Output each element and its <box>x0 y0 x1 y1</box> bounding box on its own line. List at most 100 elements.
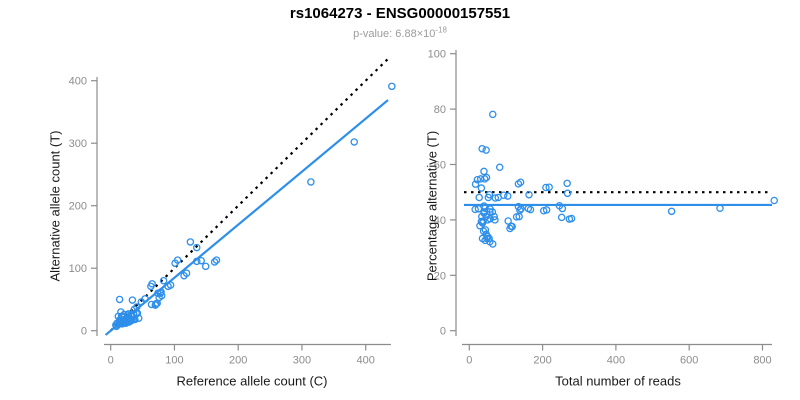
data-point <box>153 299 161 307</box>
data-point <box>164 282 172 291</box>
data-point <box>716 204 724 213</box>
data-point <box>201 262 210 271</box>
y-tick-label: 400 <box>69 76 87 88</box>
data-point <box>471 205 479 214</box>
data-point <box>517 205 525 213</box>
data-point <box>491 194 500 202</box>
data-point <box>480 208 489 216</box>
data-point <box>115 295 124 304</box>
data-point <box>148 280 156 288</box>
data-point <box>525 190 533 199</box>
data-point <box>131 315 139 324</box>
y-tick-label: 100 <box>428 49 446 61</box>
data-point <box>512 213 521 221</box>
data-point <box>558 204 567 213</box>
data-point <box>563 179 571 188</box>
figure-title: rs1064273 - ENSG00000157551 <box>289 5 511 22</box>
data-point <box>506 224 514 233</box>
data-point <box>482 146 490 154</box>
x-tick-label: 400 <box>357 355 375 367</box>
data-point <box>516 178 525 186</box>
data-point <box>480 175 489 183</box>
data-point <box>476 221 484 230</box>
data-point <box>182 269 191 277</box>
data-point <box>128 296 137 304</box>
y-tick-label: 20 <box>434 270 446 282</box>
left-plot-y-label: Alternative allele count (T) <box>47 130 63 282</box>
data-point <box>197 256 205 265</box>
data-point <box>157 291 166 300</box>
data-point <box>350 138 358 146</box>
data-point <box>770 196 778 205</box>
y-tick-label: 40 <box>434 215 446 227</box>
data-point <box>471 180 480 188</box>
data-point <box>489 110 497 119</box>
data-point <box>545 183 553 191</box>
data-point <box>193 257 201 266</box>
pvalue-text: p-value: 6.88×10-18 <box>353 25 447 40</box>
x-tick-label: 100 <box>165 355 183 367</box>
right-plot-x-label: Total number of reads <box>555 373 681 389</box>
x-tick-label: 200 <box>533 355 551 367</box>
x-tick-label: 200 <box>229 355 247 367</box>
data-point <box>186 238 195 246</box>
data-point <box>480 167 488 176</box>
x-tick-label: 600 <box>680 355 698 367</box>
x-tick-label: 300 <box>293 355 311 367</box>
x-tick-label: 0 <box>466 355 472 367</box>
data-point <box>478 144 486 153</box>
data-point <box>495 163 504 172</box>
figure-subtitle: p-value: 6.88×10-18 <box>0 25 800 40</box>
data-point <box>563 189 572 198</box>
x-tick-label: 400 <box>607 355 625 367</box>
x-tick-label: 800 <box>753 355 771 367</box>
data-point <box>482 173 491 182</box>
right-plot-y-label: Percentage alternative (T) <box>424 130 440 282</box>
data-point <box>542 183 550 192</box>
data-point <box>504 192 512 200</box>
data-point <box>515 212 523 221</box>
data-point <box>567 214 576 223</box>
data-point <box>494 193 503 202</box>
x-tick-label: 0 <box>108 355 114 367</box>
y-tick-label: 80 <box>434 104 446 116</box>
data-point <box>193 243 201 252</box>
expected-1to1-line <box>109 56 391 332</box>
data-point <box>473 175 482 184</box>
data-point <box>488 208 497 216</box>
data-point <box>151 301 160 309</box>
data-point <box>489 240 497 248</box>
data-point <box>210 258 219 266</box>
pvalue-exponent: -18 <box>435 25 447 34</box>
y-tick-label: 60 <box>434 160 446 172</box>
fitted-line <box>104 99 389 336</box>
data-point <box>134 314 143 322</box>
data-point <box>485 234 493 243</box>
data-point <box>508 222 516 231</box>
y-tick-label: 0 <box>81 326 87 338</box>
y-tick-label: 0 <box>440 326 446 338</box>
data-point <box>486 215 494 223</box>
left-plot-x-label: Reference allele count (C) <box>176 373 328 389</box>
allele-counts-plot: 0 100 200 300 400 0 100 200 300 400 <box>69 56 396 367</box>
data-point <box>141 295 149 303</box>
data-point <box>481 236 489 245</box>
data-point <box>484 193 493 202</box>
data-point <box>667 207 676 216</box>
data-point <box>557 213 566 222</box>
data-point <box>173 256 182 264</box>
percentage-vs-coverage-plot: 0 200 400 600 800 0 20 40 60 80 100 <box>428 49 778 367</box>
data-point <box>475 193 483 202</box>
y-tick-label: 200 <box>69 201 87 213</box>
data-point <box>477 217 486 226</box>
data-point <box>542 206 551 214</box>
data-point <box>159 276 168 285</box>
data-point <box>481 226 490 234</box>
data-point <box>212 256 221 264</box>
data-point <box>307 178 315 186</box>
data-point <box>133 309 142 317</box>
data-point <box>490 212 498 221</box>
data-point <box>477 184 486 192</box>
